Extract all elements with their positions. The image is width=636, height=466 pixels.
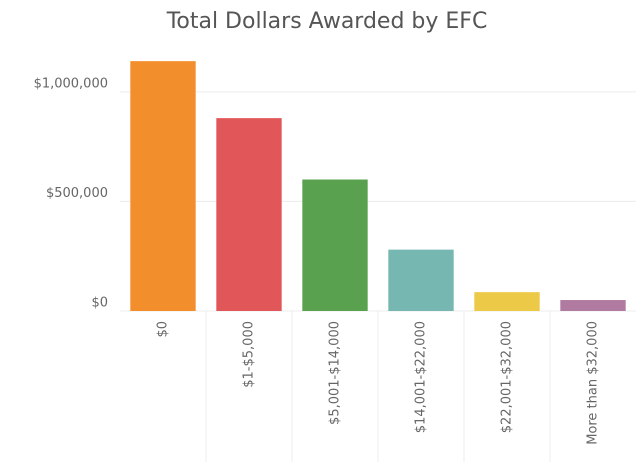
x-tick-label: More than $32,000 [586, 321, 601, 445]
bar [302, 179, 368, 311]
y-tick-label: $1,000,000 [34, 76, 108, 91]
y-tick-label: $500,000 [46, 186, 108, 201]
bar [474, 292, 540, 311]
x-tick-label: $0 [156, 321, 171, 338]
y-tick-label: $0 [91, 296, 108, 311]
bar [388, 249, 454, 311]
x-tick-label: $22,001-$32,000 [500, 321, 515, 433]
chart-title: Total Dollars Awarded by EFC [166, 9, 488, 34]
bar [216, 118, 282, 311]
x-tick-label: $14,001-$22,000 [414, 321, 429, 433]
bar [560, 300, 626, 311]
bar [130, 61, 196, 312]
x-tick-label: $5,001-$14,000 [328, 321, 343, 425]
x-tick-label: $1-$5,000 [242, 321, 257, 388]
